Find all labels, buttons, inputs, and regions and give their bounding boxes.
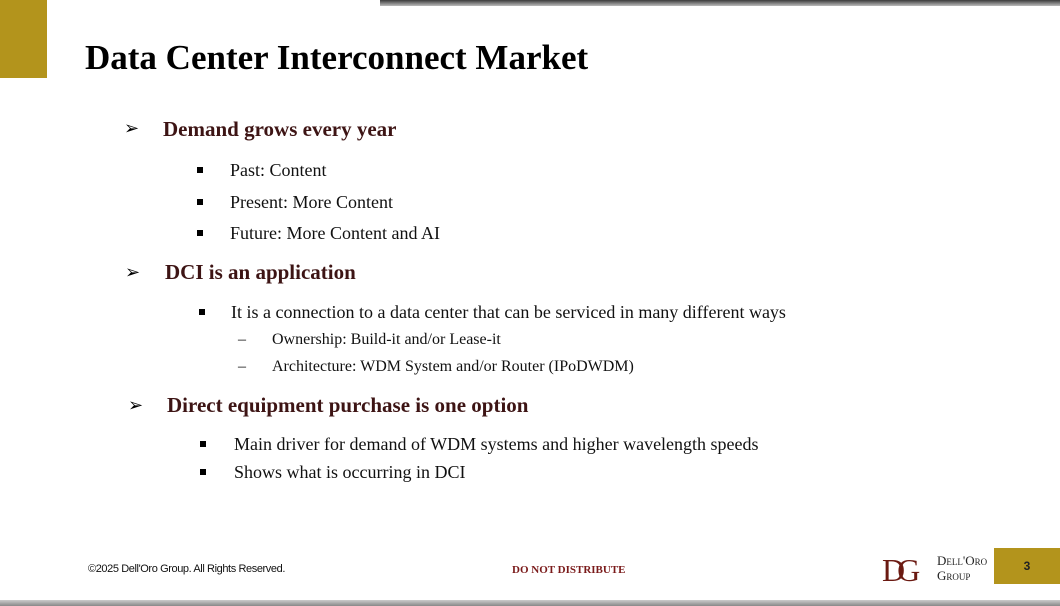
- delloro-logo-mark: DG: [882, 552, 920, 588]
- copyright-text: ©2025 Dell'Oro Group. All Rights Reserve…: [88, 563, 286, 575]
- bullet-icon: [197, 230, 203, 236]
- accent-block: [0, 0, 47, 78]
- bullet-text: Present: More Content: [230, 192, 393, 212]
- delloro-logo-text: Dell'Oro Group: [937, 553, 987, 583]
- bullet-text: It is a connection to a data center that…: [231, 302, 786, 322]
- sub-bullet-text: Ownership: Build-it and/or Lease-it: [272, 331, 501, 348]
- distribution-notice: DO NOT DISTRIBUTE: [512, 564, 626, 576]
- bullet-text: Main driver for demand of WDM systems an…: [234, 434, 759, 454]
- dash-icon: –: [238, 358, 246, 375]
- section-heading: Direct equipment purchase is one option: [167, 393, 529, 417]
- dash-icon: –: [238, 331, 246, 348]
- bullet-text: Shows what is occurring in DCI: [234, 462, 466, 482]
- logo-line-1: Dell'Oro: [937, 553, 988, 568]
- page-number-text: 3: [1023, 559, 1031, 573]
- bullet-icon: [200, 441, 206, 447]
- arrow-bullet-icon: ➢: [124, 118, 140, 138]
- page-number: 3: [994, 548, 1060, 584]
- bullet-icon: [197, 167, 203, 173]
- bullet-text: Past: Content: [230, 160, 327, 180]
- logo-line-2: Group: [937, 568, 971, 583]
- bullet-text: Future: More Content and AI: [230, 223, 440, 243]
- bullet-icon: [199, 309, 205, 315]
- window-top-bar: [380, 0, 1060, 6]
- bullet-icon: [200, 469, 206, 475]
- window-bottom-edge: [0, 600, 1060, 606]
- slide-title: Data Center Interconnect Market: [85, 38, 589, 77]
- arrow-bullet-icon: ➢: [125, 262, 141, 282]
- sub-bullet-text: Architecture: WDM System and/or Router (…: [272, 358, 634, 375]
- section-heading: DCI is an application: [165, 260, 356, 284]
- section-heading: Demand grows every year: [163, 117, 397, 141]
- bullet-icon: [197, 199, 203, 205]
- arrow-bullet-icon: ➢: [128, 395, 144, 415]
